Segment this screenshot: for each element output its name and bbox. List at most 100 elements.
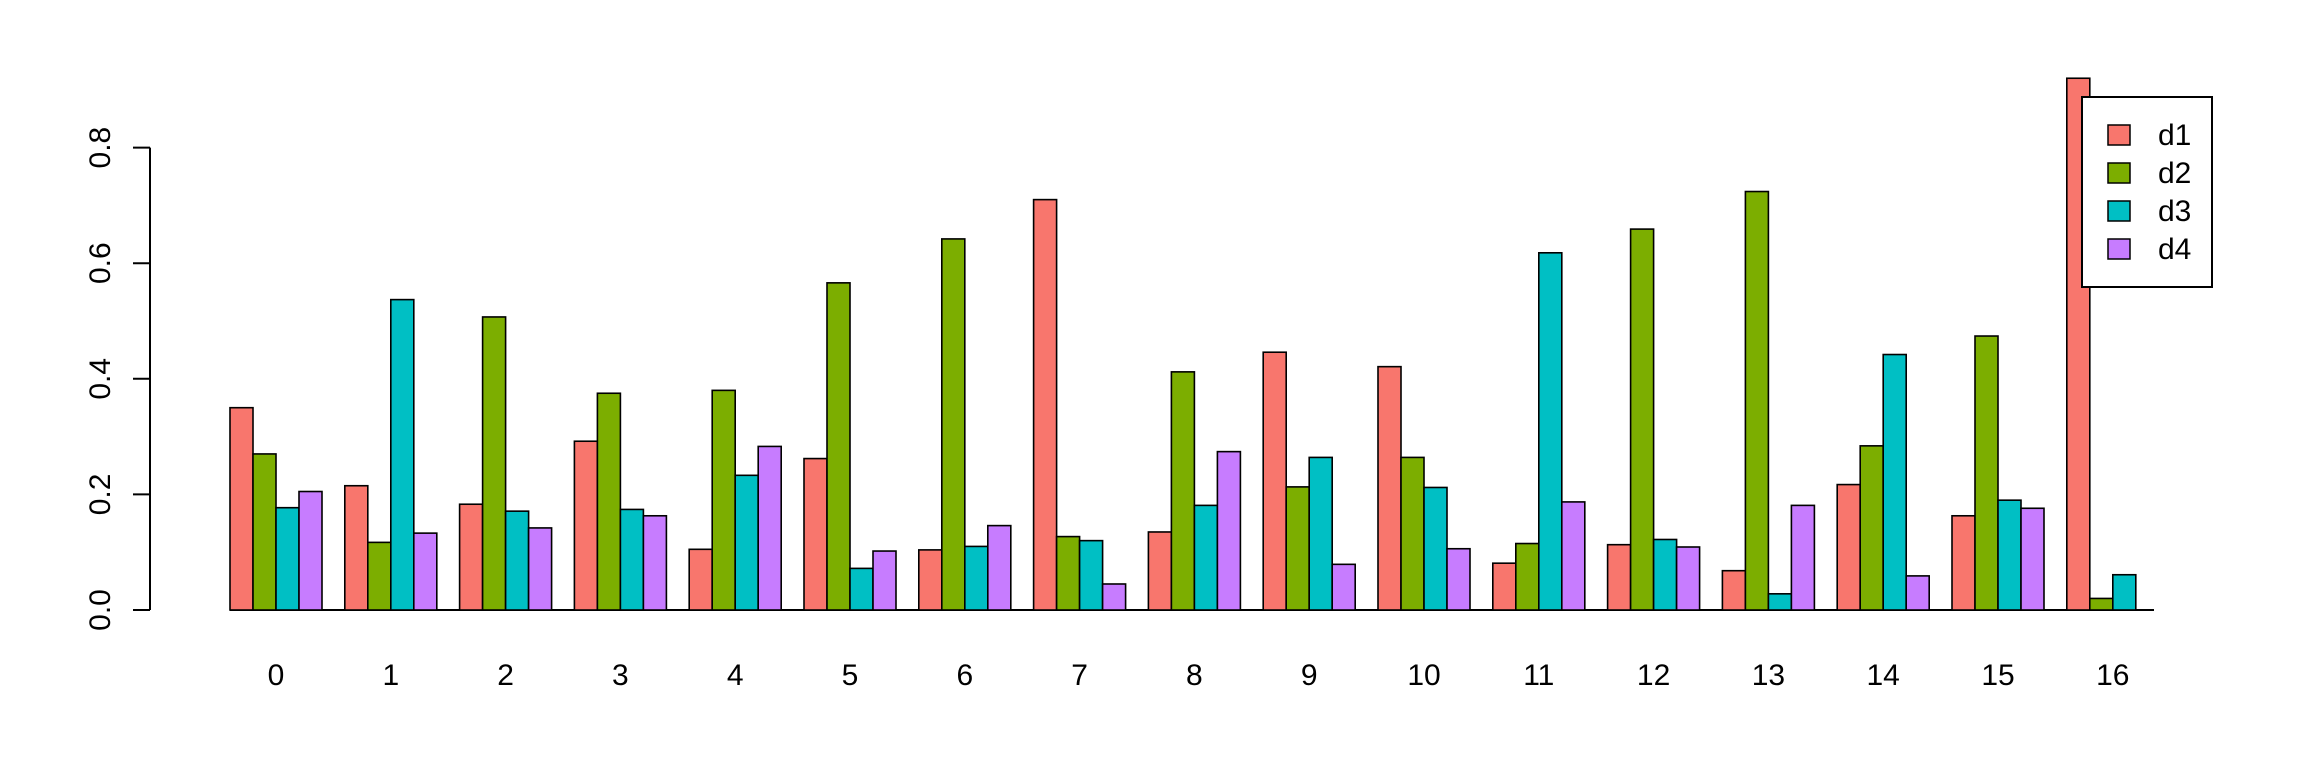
legend-swatch-d3 xyxy=(2107,200,2131,222)
y-tick-label: 0.6 xyxy=(84,242,117,284)
x-tick-label: 14 xyxy=(1867,659,1900,692)
bar-d2-5 xyxy=(826,282,851,611)
x-tick-labels: 0 1 2 3 4 5 6 7 8 9 10 11 12 13 14 15 16 xyxy=(268,659,2130,692)
bar-d2-1 xyxy=(366,541,392,611)
bar-d1-2 xyxy=(458,503,484,611)
x-tick-label: 9 xyxy=(1301,659,1318,692)
x-tick-label: 7 xyxy=(1071,659,1088,692)
x-tick-label: 5 xyxy=(842,659,859,692)
bar-d3-13 xyxy=(1767,593,1793,611)
x-tick-label: 16 xyxy=(2096,659,2129,692)
legend-label-d4: d4 xyxy=(2158,233,2191,266)
x-tick-label: 6 xyxy=(956,659,973,692)
bar-d3-8 xyxy=(1193,504,1219,611)
legend-label-d3: d3 xyxy=(2158,195,2191,228)
bar-d4-2 xyxy=(527,527,553,611)
bar-d3-4 xyxy=(734,474,760,611)
x-tick-label: 8 xyxy=(1186,659,1203,692)
x-tick-label: 0 xyxy=(268,659,285,692)
legend-box xyxy=(2081,96,2213,288)
bar-d4-7 xyxy=(1101,583,1127,611)
bar-d1-3 xyxy=(573,440,599,611)
bar-d2-12 xyxy=(1629,228,1655,611)
bar-d3-5 xyxy=(849,567,874,611)
x-tick-label: 4 xyxy=(727,659,744,692)
bars xyxy=(229,77,2137,611)
bar-d4-4 xyxy=(757,445,783,611)
bar-d1-11 xyxy=(1492,562,1517,611)
bar-d1-6 xyxy=(917,549,943,611)
bar-d1-4 xyxy=(688,548,714,611)
bar-d2-7 xyxy=(1055,535,1081,611)
bar-d2-0 xyxy=(252,453,277,611)
bar-d4-11 xyxy=(1561,501,1586,611)
bar-d1-9 xyxy=(1262,351,1287,611)
bar-d2-14 xyxy=(1859,445,1884,611)
bar-d4-1 xyxy=(412,532,438,611)
x-tick-label: 10 xyxy=(1407,659,1440,692)
bar-d4-9 xyxy=(1331,563,1356,611)
bar-d1-5 xyxy=(803,457,828,611)
bar-d1-12 xyxy=(1606,543,1632,611)
legend: d1 d2 d3 d4 xyxy=(2081,96,2213,288)
bar-d3-14 xyxy=(1882,353,1907,611)
bar-d3-7 xyxy=(1078,539,1104,611)
bar-d2-4 xyxy=(711,389,737,611)
bar-d4-5 xyxy=(872,550,897,611)
bar-d3-11 xyxy=(1538,251,1563,611)
bar-d1-13 xyxy=(1721,569,1747,611)
x-tick-label: 13 xyxy=(1752,659,1785,692)
bar-d2-13 xyxy=(1744,190,1770,611)
bar-d2-15 xyxy=(1974,335,1999,611)
bar-d4-8 xyxy=(1216,450,1242,611)
x-tick-label: 12 xyxy=(1637,659,1670,692)
bar-d1-8 xyxy=(1147,531,1173,611)
bar-d4-15 xyxy=(2020,507,2045,611)
bar-d1-1 xyxy=(343,484,369,611)
legend-swatch-d4 xyxy=(2107,238,2131,260)
y-tick-label: 0.2 xyxy=(84,474,117,516)
bar-d1-15 xyxy=(1951,514,1976,611)
bar-d3-2 xyxy=(504,510,530,611)
bar-d1-0 xyxy=(229,406,254,611)
bar-d4-12 xyxy=(1675,546,1701,611)
bar-d2-9 xyxy=(1285,486,1310,611)
legend-label-d2: d2 xyxy=(2158,157,2191,190)
y-tick-label: 0.0 xyxy=(84,589,117,631)
bar-d4-0 xyxy=(298,490,323,611)
y-tick-label: 0.4 xyxy=(84,358,117,400)
bar-d2-6 xyxy=(940,238,966,611)
bar-d2-11 xyxy=(1515,542,1540,611)
bar-d3-15 xyxy=(1997,499,2022,611)
x-tick-label: 11 xyxy=(1523,659,1554,692)
x-tick-label: 3 xyxy=(612,659,629,692)
bar-d4-10 xyxy=(1446,547,1471,611)
bar-d3-9 xyxy=(1308,456,1333,611)
bar-d2-8 xyxy=(1170,371,1196,611)
bar-d3-16 xyxy=(2112,573,2137,611)
legend-swatch-d2 xyxy=(2107,162,2131,184)
bar-d2-16 xyxy=(2089,597,2114,611)
y-tick-label: 0.8 xyxy=(84,127,117,169)
bar-d4-14 xyxy=(1905,575,1930,611)
bar-d3-3 xyxy=(619,508,645,611)
x-tick-label: 2 xyxy=(497,659,514,692)
bar-d3-1 xyxy=(389,298,415,611)
bar-d2-2 xyxy=(481,316,507,611)
bar-d3-10 xyxy=(1423,486,1448,611)
bar-d1-14 xyxy=(1836,483,1861,611)
bar-d3-6 xyxy=(963,545,989,611)
bar-d2-10 xyxy=(1400,456,1425,611)
bar-d4-13 xyxy=(1790,504,1816,611)
bar-d4-3 xyxy=(642,514,668,611)
bar-d3-0 xyxy=(275,506,300,611)
legend-label-d1: d1 xyxy=(2158,119,2191,152)
bar-d3-12 xyxy=(1652,538,1678,611)
bar-d1-10 xyxy=(1377,365,1402,611)
legend-swatch-d1 xyxy=(2107,124,2131,146)
bar-d2-3 xyxy=(596,392,622,611)
x-tick-label: 15 xyxy=(1981,659,2014,692)
bar-d4-6 xyxy=(986,524,1012,611)
x-tick-label: 1 xyxy=(382,659,399,692)
